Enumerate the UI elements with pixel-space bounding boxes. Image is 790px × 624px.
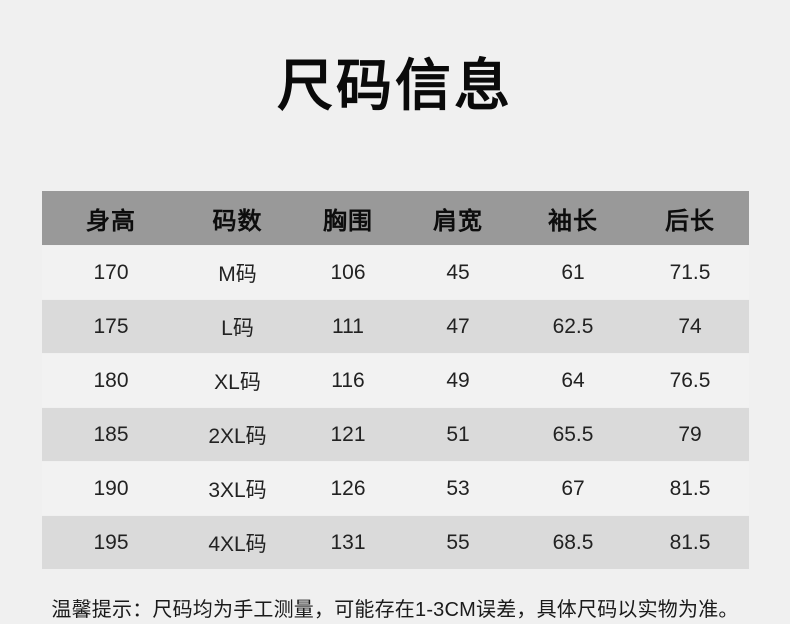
page-title: 尺码信息 <box>277 54 513 117</box>
table-cell: 81.5 <box>669 476 711 500</box>
table-cell: 170 <box>93 260 129 284</box>
table-cell: 76.5 <box>669 368 711 392</box>
table-cell: 111 <box>332 314 364 338</box>
table-cell: 55 <box>446 530 470 554</box>
table-cell: 51 <box>446 422 470 446</box>
table-cell: 106 <box>330 260 366 284</box>
table-cell: 47 <box>446 314 470 338</box>
table-cell: 49 <box>446 368 470 392</box>
table-cell: 121 <box>330 422 366 446</box>
table-cell: 81.5 <box>669 530 711 554</box>
column-header-2: 胸围 <box>323 207 373 235</box>
size-table: 身高 码数 胸围 肩宽 袖长 后长 170 M码 106 45 61 71.5 175 L码 111 47 6… <box>42 191 749 570</box>
table-cell: 71.5 <box>669 260 711 284</box>
column-header-1: 码数 <box>212 207 263 235</box>
table-row: 195 4XL码 131 55 68.5 81.5 <box>42 516 749 569</box>
table-cell: 74 <box>678 314 702 338</box>
table-cell: 175 <box>93 314 129 338</box>
column-header-4: 袖长 <box>548 207 598 235</box>
table-cell: L码 <box>221 316 254 340</box>
table-cell: 185 <box>93 422 129 446</box>
table-row: 185 2XL码 121 51 65.5 79 <box>42 408 749 461</box>
table-cell: 79 <box>678 422 702 446</box>
table-body: 170 M码 106 45 61 71.5 175 L码 111 47 62.5 74 180 XL码 11… <box>42 246 749 569</box>
table-cell: 61 <box>561 260 585 284</box>
table-cell: 64 <box>561 368 585 392</box>
column-header-5: 后长 <box>665 207 715 235</box>
table-cell: 195 <box>93 530 129 554</box>
table-cell: 2XL码 <box>208 424 267 448</box>
table-cell: 68.5 <box>552 530 594 554</box>
table-cell: XL码 <box>214 370 261 394</box>
table-row: 180 XL码 116 49 64 76.5 <box>42 354 749 407</box>
table-cell: 190 <box>93 476 129 500</box>
table-cell: 131 <box>330 530 366 554</box>
table-cell: 45 <box>446 260 470 284</box>
table-cell: 180 <box>93 368 129 392</box>
table-cell: 126 <box>330 476 366 500</box>
column-header-3: 肩宽 <box>433 207 483 235</box>
footer-note: 温馨提示：尺码均为手工测量，可能存在1-3CM误差，具体尺码以实物为准。 <box>51 599 739 621</box>
table-cell: 4XL码 <box>208 532 267 556</box>
table-cell: 62.5 <box>552 314 594 338</box>
column-header-0: 身高 <box>86 207 136 235</box>
table-cell: 116 <box>331 368 365 392</box>
table-row: 190 3XL码 126 53 67 81.5 <box>42 462 749 515</box>
table-cell: M码 <box>218 262 257 286</box>
table-row: 175 L码 111 47 62.5 74 <box>42 300 749 353</box>
table-header-row: 身高 码数 胸围 肩宽 袖长 后长 <box>42 191 749 245</box>
table-row: 170 M码 106 45 61 71.5 <box>42 246 749 299</box>
table-cell: 53 <box>446 476 470 500</box>
table-cell: 3XL码 <box>208 478 267 502</box>
table-cell: 67 <box>561 476 585 500</box>
table-cell: 65.5 <box>552 422 594 446</box>
